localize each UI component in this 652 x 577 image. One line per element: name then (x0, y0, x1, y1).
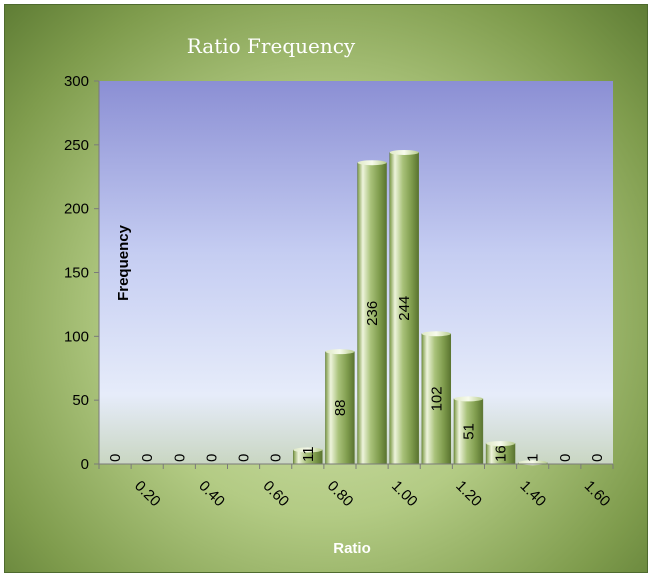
x-tick-label: 0.60 (260, 477, 293, 510)
x-tick-label: 1.00 (388, 477, 421, 510)
bar (389, 152, 419, 465)
x-tick-label: 1.40 (517, 477, 550, 510)
x-axis-title: Ratio (333, 540, 371, 557)
x-tick-label: 0.20 (131, 477, 164, 510)
chart-title: Ratio Frequency (187, 34, 356, 58)
bar-cap (325, 349, 355, 355)
data-label: 1 (525, 454, 542, 462)
data-label: 244 (396, 296, 413, 321)
data-label: 0 (203, 454, 220, 462)
data-label: 51 (460, 423, 477, 440)
bars: 0 0 0 0 0 0 11 88 236 244 102 51 16 1 0 0 (107, 149, 606, 466)
data-label: 0 (236, 454, 253, 462)
x-tick-label: 0.80 (324, 477, 357, 510)
bar (453, 398, 484, 465)
y-axis-title: Frequency (115, 224, 132, 301)
bar (357, 162, 387, 465)
data-label: 102 (428, 386, 445, 411)
bar-cap (453, 396, 483, 402)
y-tick-label: 0 (81, 456, 89, 473)
bar (421, 333, 452, 465)
data-label: 236 (364, 301, 381, 326)
y-axis: 0 50 100 150 200 250 300 (64, 73, 100, 473)
data-label: 0 (139, 454, 156, 462)
y-tick-label: 200 (64, 201, 89, 218)
bar-cap (357, 160, 387, 166)
data-label: 11 (300, 446, 317, 462)
data-label: 0 (107, 454, 124, 462)
y-tick-label: 100 (64, 328, 89, 345)
y-tick-label: 50 (72, 392, 89, 409)
data-label: 16 (493, 445, 510, 462)
data-label: 0 (589, 454, 606, 462)
bar (325, 351, 355, 465)
data-label: 0 (171, 454, 188, 462)
y-tick-label: 300 (64, 73, 89, 90)
x-tick-label: 0.40 (195, 477, 228, 510)
y-tick-label: 250 (64, 137, 89, 154)
x-axis: 0.20 0.40 0.60 0.80 1.00 1.20 1.40 1.60 (98, 464, 614, 510)
bar-cap (389, 149, 419, 155)
x-tick-label: 1.20 (452, 477, 485, 510)
bar-cap (293, 447, 323, 453)
y-tick-label: 150 (64, 265, 89, 282)
x-tick-label: 1.60 (581, 477, 614, 510)
data-label: 88 (332, 399, 349, 416)
bar-cap (486, 441, 516, 447)
data-label: 0 (557, 454, 574, 462)
data-label: 0 (268, 454, 285, 462)
bar-cap (421, 331, 451, 337)
plot-area (99, 81, 613, 464)
